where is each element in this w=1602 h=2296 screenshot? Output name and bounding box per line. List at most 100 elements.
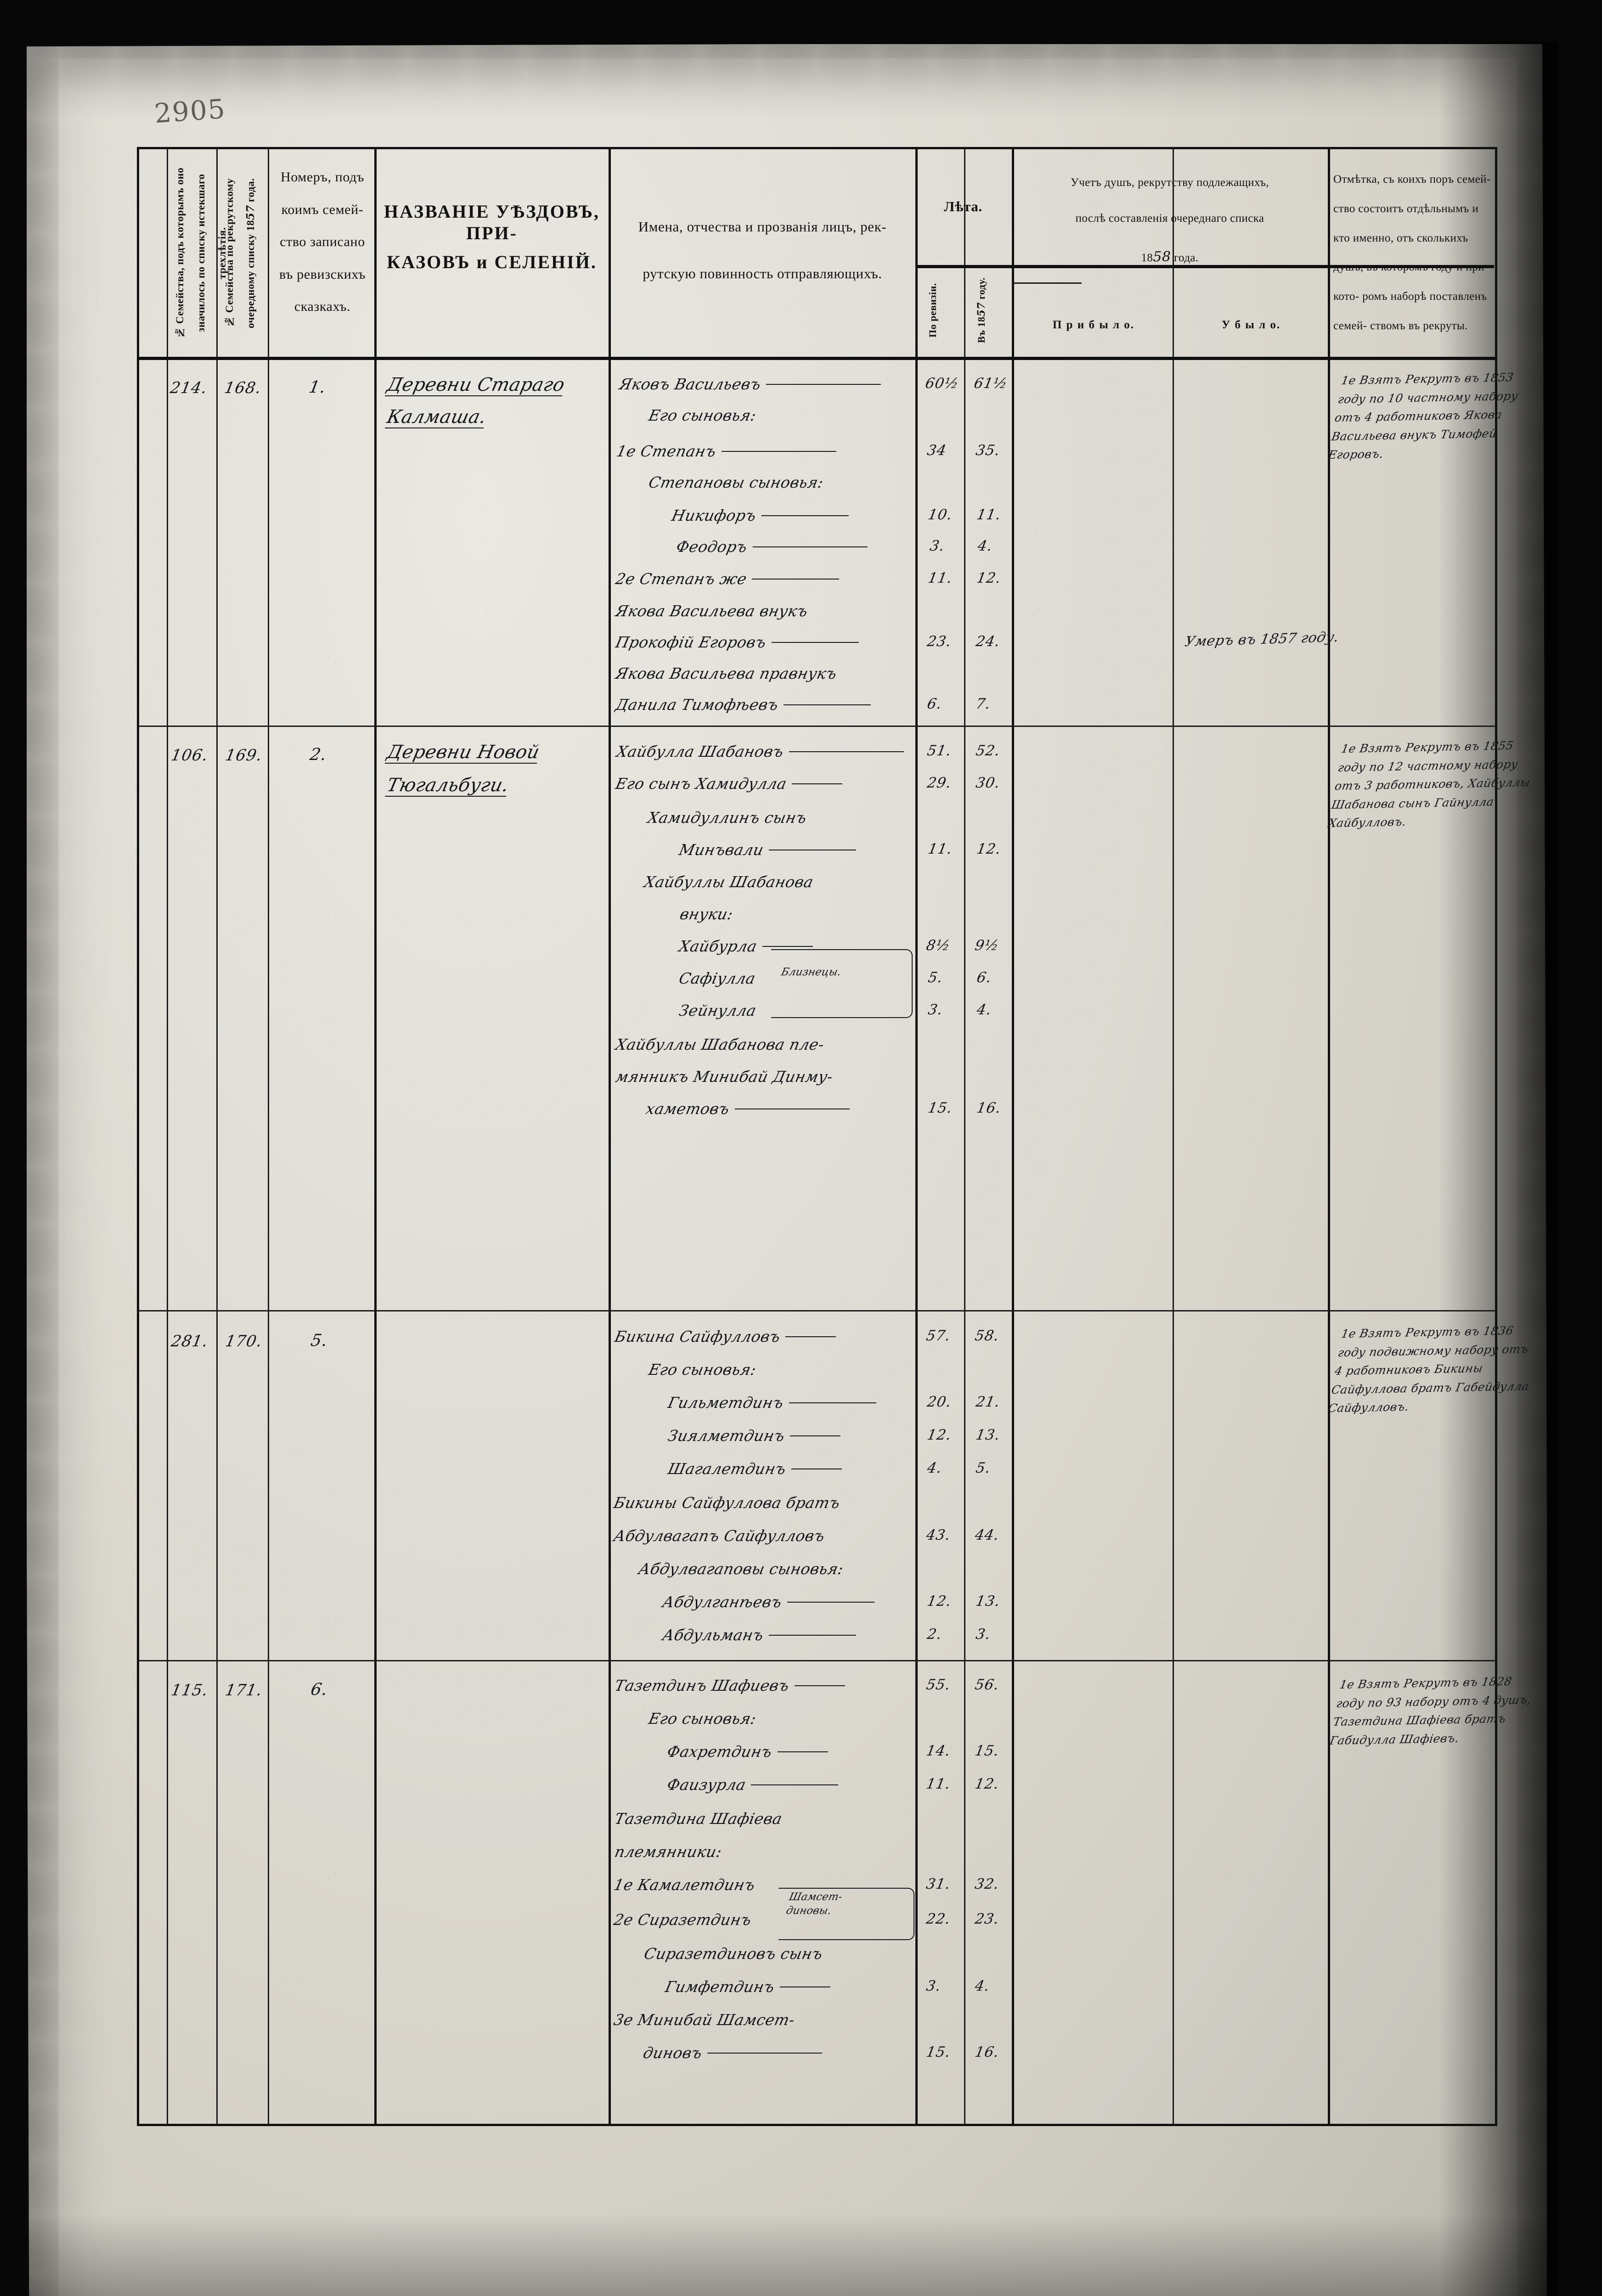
row-1-person-2-age-rev: 34 [925, 442, 948, 459]
row-1-person-0-age-year: 61½ [972, 375, 1009, 392]
row-1-person-6-name: 2е Степанъ же [614, 570, 841, 588]
column-rule-10 [1328, 149, 1330, 2124]
row-3-person-3-age-rev: 12. [925, 1427, 953, 1443]
row-2-person-7-age-year: 6. [975, 969, 993, 986]
row-1-person-6-age-year: 12. [975, 570, 1003, 586]
column-rule-2 [216, 149, 218, 2124]
row-4-person-0-name: Тазетдинъ Шафиевъ [613, 1677, 847, 1694]
row-2-person-11-age-year: 16. [975, 1100, 1003, 1116]
row-4-person-2-age-rev: 14. [925, 1743, 952, 1759]
row-3-person-8-name: Абдулганѣевъ [661, 1593, 876, 1611]
row-4-revision-number: 6. [309, 1680, 329, 1699]
row-3-person-4-age-rev: 4. [925, 1460, 943, 1476]
row-3-person-3-age-year: 13. [974, 1427, 1002, 1443]
header-group-ages: Лѣта. [944, 198, 982, 214]
row-4-person-10-name: 3е Минибай Шамсет- [612, 2011, 797, 2029]
row-1-person-9-name: Якова Васильева правнукъ [614, 664, 839, 682]
row-4-nephews-label: Шамсет- диновы. [785, 1891, 844, 1917]
row-3-person-3-name: Зиялметдинъ [666, 1427, 842, 1445]
header-col-pribylo: П р и б ы л о. [1052, 319, 1135, 331]
row-1-person-8-age-year: 24. [974, 633, 1002, 650]
folio-number: 2905 [153, 93, 227, 129]
header-col-revision-number: Номеръ, подъ коимъ семей- ство записано … [279, 169, 366, 314]
row-1-person-4-age-rev: 10. [926, 506, 954, 523]
header-group-uchet-line2: послѣ составленія очереднаго списка [1075, 212, 1264, 225]
row-4-otmetka-note: 1е Взятъ Рекрутъ въ 1828 году по 93 набо… [1329, 1674, 1533, 1747]
row-rule-3 [139, 1660, 1495, 1661]
row-1-otmetka-note: 1е Взятъ Рекрутъ въ 1853 году по 10 част… [1327, 370, 1519, 462]
row-4-person-0-age-rev: 55. [925, 1677, 952, 1693]
row-3-list-number: 170. [224, 1332, 264, 1351]
row-4-person-0-age-year: 56. [973, 1677, 1001, 1693]
row-4-person-4-name: Тазетдина Шафіева [613, 1810, 784, 1828]
row-4-person-1-name: Его сыновья: [647, 1710, 758, 1728]
header-col-place-line1: НАЗВАНІЕ УѢЗДОВЪ, ПРИ- [384, 201, 600, 243]
row-4-person-7-age-rev: 22. [925, 1911, 952, 1927]
row-3-person-9-age-rev: 2. [925, 1626, 943, 1643]
row-4-person-7-name: 2е Сиразетдинъ [612, 1911, 753, 1929]
row-2-person-1-name: Его сынъ Хамидулла [614, 775, 845, 793]
row-2-person-8-age-rev: 3. [926, 1002, 944, 1018]
row-2-old-number: 106. [169, 746, 210, 765]
row-2-person-2-name: Хамидуллинъ сынъ [646, 809, 808, 827]
row-2-person-0-name: Хайбулла Шабановъ [615, 743, 906, 760]
row-1-person-3-name: Степановы сыновья: [647, 473, 825, 491]
row-2-person-8-age-year: 4. [975, 1002, 993, 1018]
row-3-person-2-name: Гильметдинъ [666, 1394, 878, 1412]
row-3-person-2-age-year: 21. [974, 1394, 1002, 1410]
row-1-place-line1: Деревни Стараго [384, 374, 567, 396]
row-2-twins-label: Близнецы. [780, 966, 842, 978]
row-3-otmetka-note: 1е Взятъ Рекрутъ въ 1836 году подвижному… [1327, 1323, 1530, 1415]
row-3-person-6-age-rev: 43. [925, 1527, 952, 1543]
row-3-person-1-name: Его сыновья: [647, 1361, 758, 1379]
row-1-revision-number: 1. [307, 378, 327, 397]
row-3-person-0-age-rev: 57. [925, 1328, 952, 1344]
row-2-person-11-name: хаметовъ [644, 1100, 852, 1118]
row-1-person-0-name: Яковъ Васильевъ [618, 375, 883, 393]
row-1-person-5-age-rev: 3. [928, 538, 946, 554]
row-2-person-9-name: Хайбуллы Шабанова пле- [614, 1035, 826, 1053]
column-rule-4 [374, 149, 377, 2124]
row-3-person-6-name: Абдулвагапъ Сайфулловъ [612, 1527, 827, 1545]
header-col-names-line1: Имена, отчества и прозванія лицъ, рек- [638, 219, 887, 235]
row-2-person-5-name: внуки: [678, 905, 735, 923]
row-2-list-number: 169. [224, 746, 264, 765]
row-3-person-0-name: Бикина Сайфулловъ [613, 1328, 838, 1345]
row-3-revision-number: 5. [309, 1331, 329, 1350]
row-3-person-7-name: Абдулвагаповы сыновья: [637, 1560, 846, 1578]
column-rule-6 [915, 149, 918, 2124]
row-1-person-10-age-year: 7. [974, 696, 992, 712]
header-col-ubylo: У б ы л о. [1221, 319, 1281, 331]
row-4-person-9-name: Гимфетдинъ [664, 1978, 832, 1996]
row-1-person-4-age-year: 11. [975, 506, 1003, 523]
row-2-person-3-age-year: 12. [975, 841, 1003, 857]
row-4-person-9-age-rev: 3. [925, 1978, 942, 1994]
row-4-list-number: 171. [224, 1681, 264, 1699]
row-4-person-11-age-rev: 15. [925, 2044, 952, 2060]
row-4-person-8-name: Сиразетдиновъ сынъ [642, 1945, 825, 1963]
header-bottom-rule [139, 357, 1495, 360]
column-rule-5 [609, 149, 611, 2124]
row-4-person-6-name: 1е Камалетдинъ [612, 1876, 757, 1894]
row-2-person-8-name: Зейнулла [677, 1002, 758, 1019]
header-col-place-line2: КАЗОВЪ и СЕЛЕНІЙ. [387, 252, 597, 272]
row-2-place-line2: Тюгальбуги. [384, 775, 511, 797]
row-2-person-3-name: Минъвали [677, 841, 858, 859]
row-2-person-1-age-year: 30. [974, 775, 1002, 791]
row-2-person-1-age-rev: 29. [925, 775, 953, 791]
row-3-old-number: 281. [169, 1332, 210, 1351]
header-col-names-line2: рутскую повинность отправляющихъ. [643, 265, 882, 281]
row-2-place-line1: Деревни Новой [384, 742, 542, 764]
row-rule-1 [139, 726, 1495, 727]
row-4-person-11-age-year: 16. [973, 2044, 1001, 2060]
row-1-person-2-age-year: 35. [974, 442, 1002, 459]
row-4-nephews-brace [778, 1888, 914, 1940]
row-3-person-2-age-rev: 20. [925, 1394, 953, 1410]
row-1-person-2-name: 1е Степанъ [615, 442, 838, 460]
column-rule-8 [1012, 149, 1014, 2124]
row-3-person-6-age-year: 44. [973, 1527, 1001, 1543]
column-rule-9 [1173, 149, 1174, 2124]
row-1-person-1-name: Его сыновья: [647, 406, 758, 424]
row-1-person-5-name: Феодоръ [675, 538, 869, 556]
row-4-person-3-age-rev: 11. [925, 1776, 952, 1792]
